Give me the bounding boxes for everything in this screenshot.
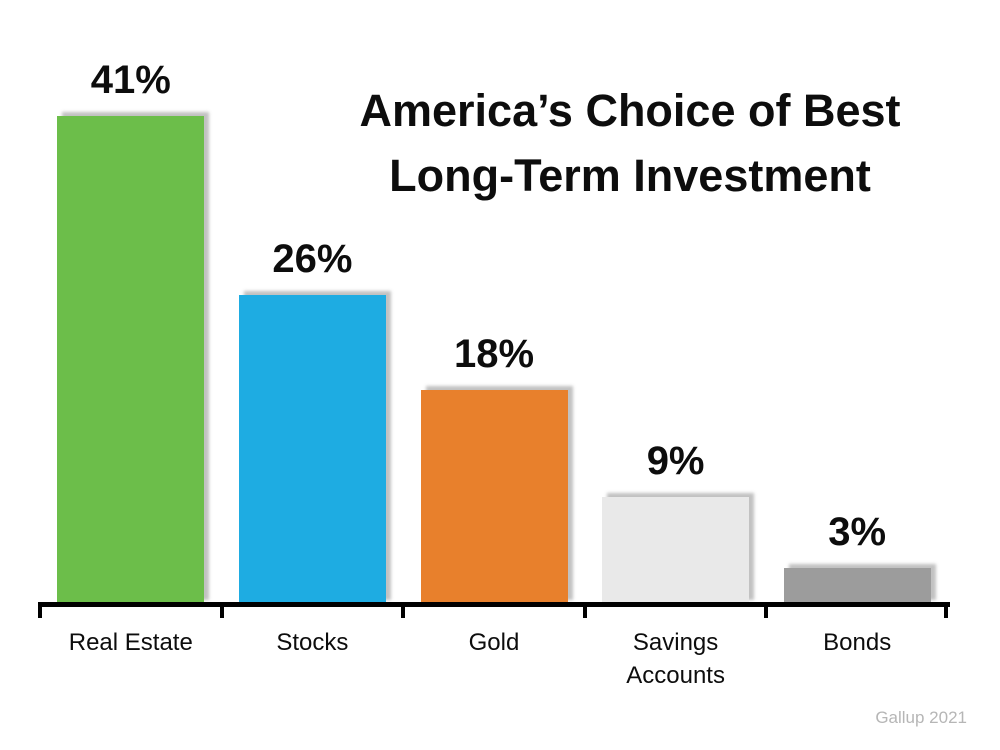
category-label-real-estate: Real Estate	[68, 629, 193, 656]
category-label-bonds: Bonds	[823, 629, 892, 656]
chart-title-line1: America’s Choice of Best	[359, 85, 901, 136]
axis-tick	[38, 602, 42, 618]
value-label-gold: 18%	[453, 331, 535, 376]
bar-savings-accounts	[602, 496, 750, 604]
bar-real-estate	[57, 116, 205, 604]
value-label-bonds: 3%	[828, 510, 887, 555]
chart-title-line2: Long-Term Investment	[389, 150, 871, 201]
bar-bonds	[783, 568, 931, 604]
value-label-stocks: 26%	[272, 236, 353, 281]
chart-title: America’s Choice of Best Long-Term Inves…	[330, 78, 930, 208]
axis-tick	[401, 602, 406, 618]
x-axis	[38, 602, 950, 607]
value-label-real-estate: 41%	[90, 58, 171, 103]
axis-tick	[944, 602, 948, 618]
bar-stocks	[238, 294, 386, 604]
axis-tick	[219, 602, 224, 618]
category-label-savings-accounts: Savings Accounts	[626, 629, 725, 689]
category-label-gold: Gold	[468, 629, 520, 656]
source-attribution: Gallup 2021	[875, 708, 967, 727]
axis-tick	[582, 602, 587, 618]
axis-tick	[764, 602, 769, 618]
bar-gold	[420, 389, 568, 604]
value-label-savings-accounts: 9%	[646, 438, 705, 483]
category-label-stocks: Stocks	[276, 629, 349, 656]
